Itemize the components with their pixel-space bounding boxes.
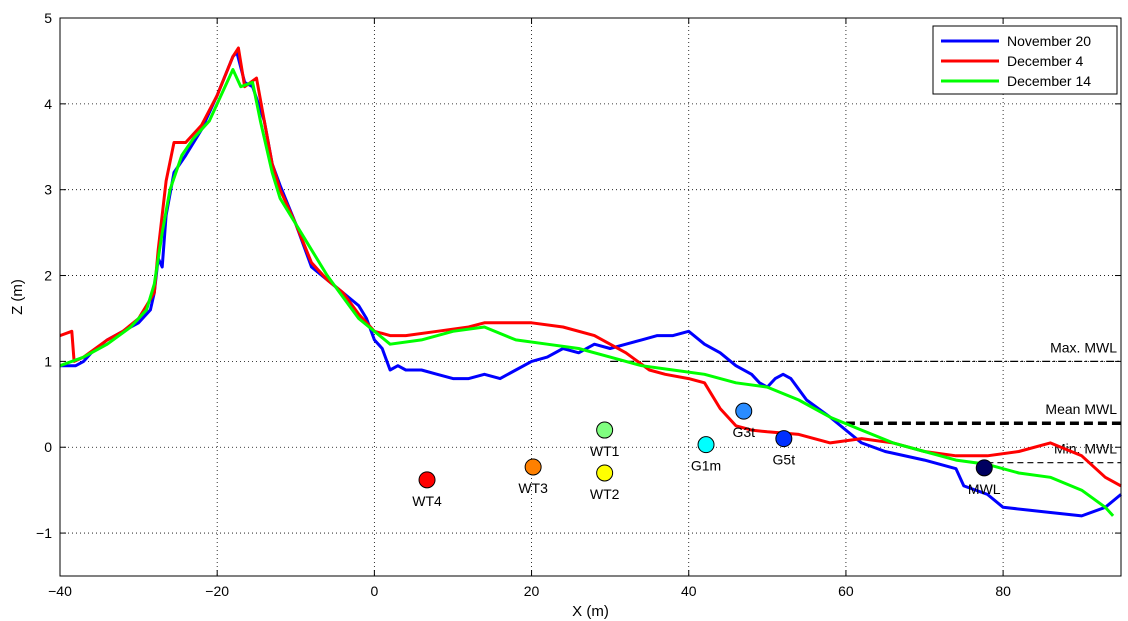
legend: November 20 December 4 December 14: [932, 25, 1118, 95]
plot-frame: [59, 17, 1122, 577]
gauge-label: WT3: [518, 480, 548, 496]
x-tick-label: 0: [370, 583, 378, 599]
gauge-label: WT2: [590, 486, 620, 502]
gauge-label: WT1: [590, 443, 620, 459]
axis-ticks: −40 −20 0 20 40 60 80 −1 0 1 2 3 4 5: [36, 10, 1121, 599]
gauge-marker: [418, 471, 436, 489]
x-axis-label: X (m): [572, 603, 609, 620]
series-line: [59, 46, 1122, 488]
legend-label: December 14: [1007, 73, 1091, 89]
gauge-marker: [975, 459, 993, 477]
gauge-markers: WT4 WT3 WT1 WT2 G1m G3t G5t MWL: [412, 402, 1001, 509]
gauge-label: MWL: [968, 481, 1001, 497]
water-level-label: Max. MWL: [1050, 339, 1117, 355]
gauge-label: G5t: [773, 452, 796, 468]
water-levels: Max. MWL Mean MWL Min. MWL: [610, 339, 1121, 464]
x-tick-label: −20: [205, 583, 229, 599]
gauge-label: G1m: [691, 458, 721, 474]
x-tick-label: 60: [838, 583, 854, 599]
gauge-marker: [596, 421, 614, 439]
gauge-marker: [775, 430, 793, 448]
legend-label: December 4: [1007, 53, 1083, 69]
gauge-label: WT4: [412, 493, 442, 509]
y-tick-label: 2: [44, 268, 52, 284]
series-line: [59, 68, 1115, 517]
legend-label: November 20: [1007, 33, 1091, 49]
x-tick-label: 80: [995, 583, 1011, 599]
gauge-label: G3t: [732, 424, 755, 440]
y-tick-label: 5: [44, 10, 52, 26]
water-level-label: Mean MWL: [1045, 401, 1117, 417]
grid: [60, 18, 1121, 576]
y-tick-label: −1: [36, 525, 52, 541]
y-tick-label: 4: [44, 96, 52, 112]
gauge-marker: [524, 458, 542, 476]
x-tick-label: 40: [681, 583, 697, 599]
series-lines: [59, 46, 1122, 518]
y-tick-label: 0: [44, 439, 52, 455]
gauge-marker: [735, 402, 753, 420]
y-tick-label: 1: [44, 353, 52, 369]
y-tick-label: 3: [44, 182, 52, 198]
gauge-marker: [697, 436, 715, 454]
x-tick-label: 20: [524, 583, 540, 599]
gauge-marker: [596, 464, 614, 482]
y-axis-label: Z (m): [9, 279, 26, 315]
water-level-label: Min. MWL: [1054, 441, 1117, 457]
x-tick-label: −40: [48, 583, 72, 599]
